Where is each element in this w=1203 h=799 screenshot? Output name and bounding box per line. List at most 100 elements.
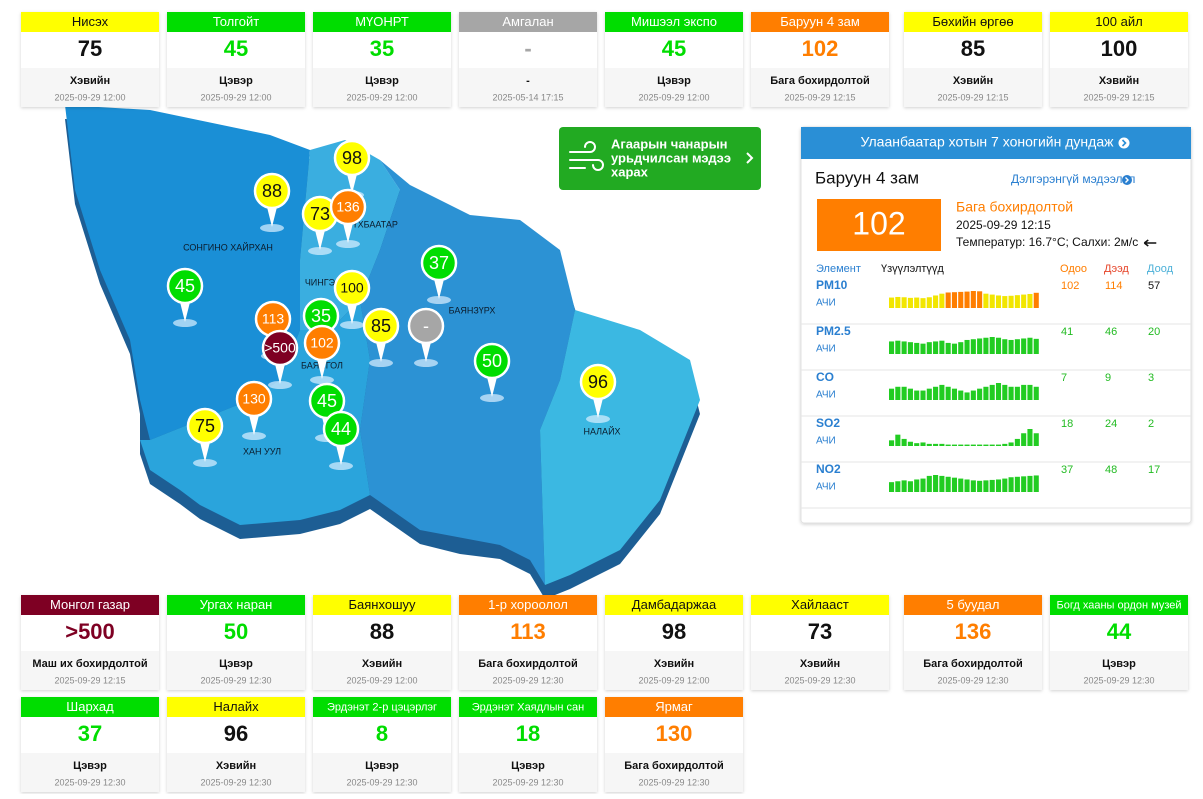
station-card[interactable]: Нисэх 75 Хэвийн 2025-09-29 12:00	[21, 12, 159, 107]
marker-circle	[186, 407, 224, 445]
button-bg[interactable]	[559, 127, 761, 190]
map-marker[interactable]: 96	[579, 363, 617, 423]
card-header	[904, 12, 1042, 32]
marker-shadow	[260, 224, 284, 232]
station-card[interactable]: Амгалан - - 2025-05-14 17:15	[459, 12, 597, 107]
card-header	[751, 595, 889, 615]
map-marker[interactable]: 44	[322, 410, 360, 470]
map-marker[interactable]: 37	[420, 244, 458, 304]
marker-label: -	[423, 316, 429, 336]
station-card[interactable]: Шархад 37 Цэвэр 2025-09-29 12:30	[21, 697, 159, 792]
spark-bar	[926, 388, 932, 400]
map-marker[interactable]: 73	[301, 195, 339, 255]
marker-label: 100	[340, 280, 364, 296]
spark-bar	[901, 386, 907, 400]
map-marker[interactable]: >500	[261, 329, 299, 389]
station-time: 2025-09-29 12:30	[200, 777, 271, 787]
station-card[interactable]: Монгол газар >500 Маш их бохирдолтой 2025-0…	[21, 595, 159, 690]
card-header	[605, 12, 743, 32]
spark-bar	[920, 298, 926, 308]
station-card[interactable]: 5 буудал 136 Бага бохирдолтой 2025-09-29 12…	[904, 595, 1042, 690]
spark-bar	[914, 297, 920, 308]
spark-bar	[1008, 477, 1014, 492]
station-card[interactable]: Бөхийн өргөө 85 Хэвийн 2025-09-29 12:15	[904, 12, 1042, 107]
spark-bar	[895, 434, 901, 446]
forecast-text[interactable]: урьдчилсан мэдээ	[611, 150, 731, 165]
station-status: Цэвэр	[1102, 658, 1136, 670]
map-marker[interactable]: -	[407, 307, 445, 367]
station-card[interactable]: 1-р хороолол 113 Бага бохирдолтой 2025-09-2…	[459, 595, 597, 690]
spark-bar	[901, 341, 907, 354]
card-footer	[1050, 68, 1188, 107]
card-header	[605, 697, 743, 717]
forecast-text[interactable]: Агаарын чанарын	[611, 136, 728, 151]
spark-bar	[895, 481, 901, 492]
marker-shadow	[310, 376, 334, 384]
marker-label: >500	[264, 340, 296, 356]
forecast-text[interactable]: харах	[611, 164, 649, 179]
map-marker[interactable]: 88	[253, 172, 291, 232]
card-footer	[605, 68, 743, 107]
wind-icon	[569, 141, 604, 171]
spark-bar	[983, 293, 989, 308]
station-card[interactable]: Ярмаг 130 Бага бохирдолтой 2025-09-29 12:30	[605, 697, 743, 792]
spark-bar	[914, 342, 920, 354]
pollutant-current: 102	[1061, 280, 1079, 292]
map-marker[interactable]: 136	[329, 188, 367, 248]
marker-label: 73	[310, 204, 330, 224]
spark-bar	[1008, 386, 1014, 400]
station-card[interactable]: Баруун 4 зам 102 Бага бохирдолтой 2025-09-2…	[751, 12, 889, 107]
station-card[interactable]: Эрдэнэт 2-р цэцэрлэг 8 Цэвэр 2025-09-29 12:…	[313, 697, 451, 792]
station-card[interactable]: Богд хааны ордон музей 44 Цэвэр 2025-09-29 …	[1050, 595, 1188, 690]
station-card[interactable]: Хайлааст 73 Хэвийн 2025-09-29 12:30	[751, 595, 889, 690]
station-status: Бага бохирдолтой	[624, 760, 723, 772]
spark-bar	[970, 390, 976, 400]
card-footer	[459, 68, 597, 107]
spark-bar	[989, 479, 995, 492]
spark-bar	[914, 390, 920, 400]
marker-circle	[473, 342, 511, 380]
map-marker[interactable]: 102	[303, 324, 341, 384]
spark-bar	[926, 475, 932, 492]
map-marker[interactable]: 100	[333, 269, 371, 329]
panel-status: Бага бохирдолтой	[956, 199, 1073, 215]
station-card[interactable]: МҮОНРТ 35 Цэвэр 2025-09-29 12:00	[313, 12, 451, 107]
station-card[interactable]: Эрдэнэт Хаядлын сан 18 Цэвэр 2025-09-29 12:…	[459, 697, 597, 792]
station-card[interactable]: Ургах наран 50 Цэвэр 2025-09-29 12:30	[167, 595, 305, 690]
map-marker[interactable]: 45	[166, 267, 204, 327]
card-footer	[167, 651, 305, 690]
station-card[interactable]: Налайх 96 Хэвийн 2025-09-29 12:30	[167, 697, 305, 792]
map-marker[interactable]: 50	[473, 342, 511, 402]
marker-shadow	[242, 432, 266, 440]
station-card[interactable]: Толгойт 45 Цэвэр 2025-09-29 12:00	[167, 12, 305, 107]
spark-bar	[895, 386, 901, 400]
spark-bar	[995, 337, 1002, 354]
station-card[interactable]: 100 айл 100 Хэвийн 2025-09-29 12:15	[1050, 12, 1188, 107]
station-name: Бөхийн өргөө	[932, 14, 1013, 29]
spark-bar	[964, 444, 970, 446]
station-card[interactable]: Мишээл экспо 45 Цэвэр 2025-09-29 12:00	[605, 12, 743, 107]
spark-bar	[1014, 438, 1020, 446]
spark-bar	[989, 444, 995, 446]
spark-bar	[945, 476, 951, 492]
station-status: Цэвэр	[657, 75, 691, 87]
spark-bar	[964, 291, 970, 308]
station-status: Маш их бохирдолтой	[32, 658, 147, 670]
station-card[interactable]: Баянхошуу 88 Хэвийн 2025-09-29 12:00	[313, 595, 451, 690]
panel-title: Улаанбаатар хотын 7 хоногийн дундаж	[861, 134, 1115, 150]
map-marker[interactable]: 85	[362, 307, 400, 367]
spark-bar	[1002, 296, 1008, 308]
station-card[interactable]: Дамбадаржаа 98 Хэвийн 2025-09-29 12:00	[605, 595, 743, 690]
map-marker[interactable]: 130	[235, 380, 273, 440]
station-name: Ургах наран	[200, 597, 273, 612]
details-link[interactable]: Дэлгэрэнгүй мэдээлэл	[1011, 172, 1135, 186]
map-marker[interactable]: 75	[186, 407, 224, 467]
spark-bar	[945, 292, 951, 308]
station-name: 1-р хороолол	[488, 597, 568, 612]
forecast-button[interactable]	[559, 127, 761, 190]
station-name: Налайх	[213, 699, 259, 714]
marker-shadow	[414, 359, 438, 367]
station-time: 2025-09-29 12:00	[638, 675, 709, 685]
spark-bar	[1027, 384, 1033, 400]
